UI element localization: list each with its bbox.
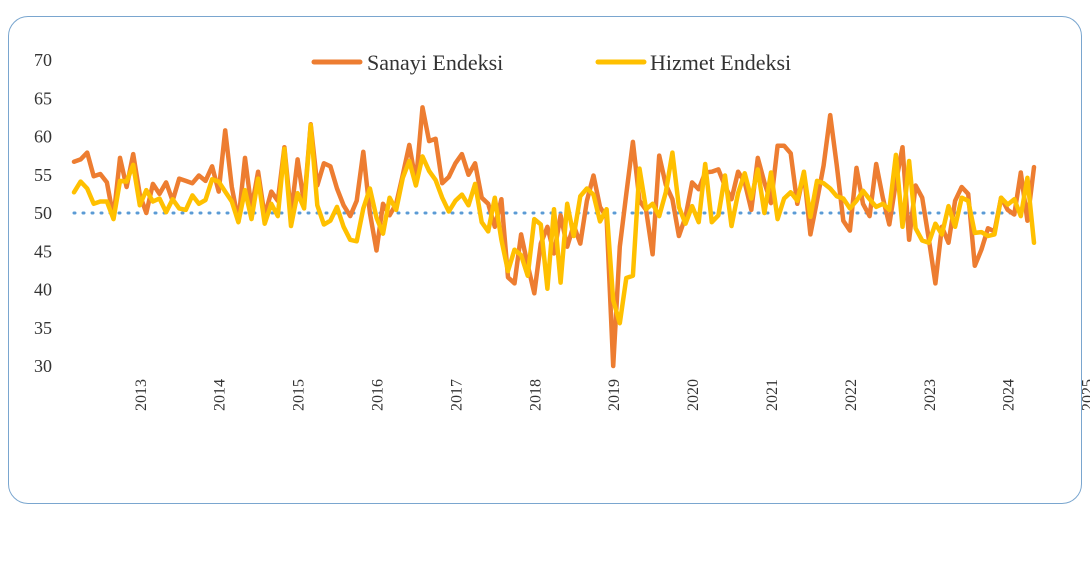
y-tick-label: 60 [34,127,52,147]
x-axis: 2013 2014 2015 2016 2017 2018 2019 2020 2021 2022… [133,379,1090,411]
y-tick-label: 35 [34,318,52,338]
plot-area [71,105,1037,369]
x-tick-label: 2025 [1080,379,1090,411]
x-tick-label: 2014 [212,379,229,411]
x-tick-label: 2018 [527,379,544,411]
x-tick-label: 2013 [133,379,150,411]
x-tick-label: 2015 [291,379,308,411]
y-tick-label: 55 [34,165,52,185]
x-tick-label: 2020 [685,379,702,411]
legend: Sanayi Endeksi Hizmet Endeksi [311,50,791,75]
y-tick-label: 45 [34,241,52,261]
x-tick-label: 2017 [448,379,465,411]
y-tick-label: 65 [34,88,52,108]
series-line-sanayi [71,105,1037,369]
x-tick-label: 2023 [922,379,939,411]
x-tick-label: 2022 [843,379,860,411]
x-tick-label: 2021 [764,379,781,411]
y-tick-label: 30 [34,356,52,376]
legend-label: Hizmet Endeksi [650,50,791,75]
x-tick-label: 2016 [369,379,386,411]
y-tick-label: 70 [34,50,52,70]
series-line-hizmet [71,122,1037,326]
x-tick-label: 2024 [1001,379,1018,411]
y-tick-label: 50 [34,203,52,223]
x-tick-label: 2019 [606,379,623,411]
legend-label: Sanayi Endeksi [367,50,503,75]
y-axis: 30 35 40 45 50 55 60 65 70 [34,50,52,376]
y-tick-label: 40 [34,280,52,300]
